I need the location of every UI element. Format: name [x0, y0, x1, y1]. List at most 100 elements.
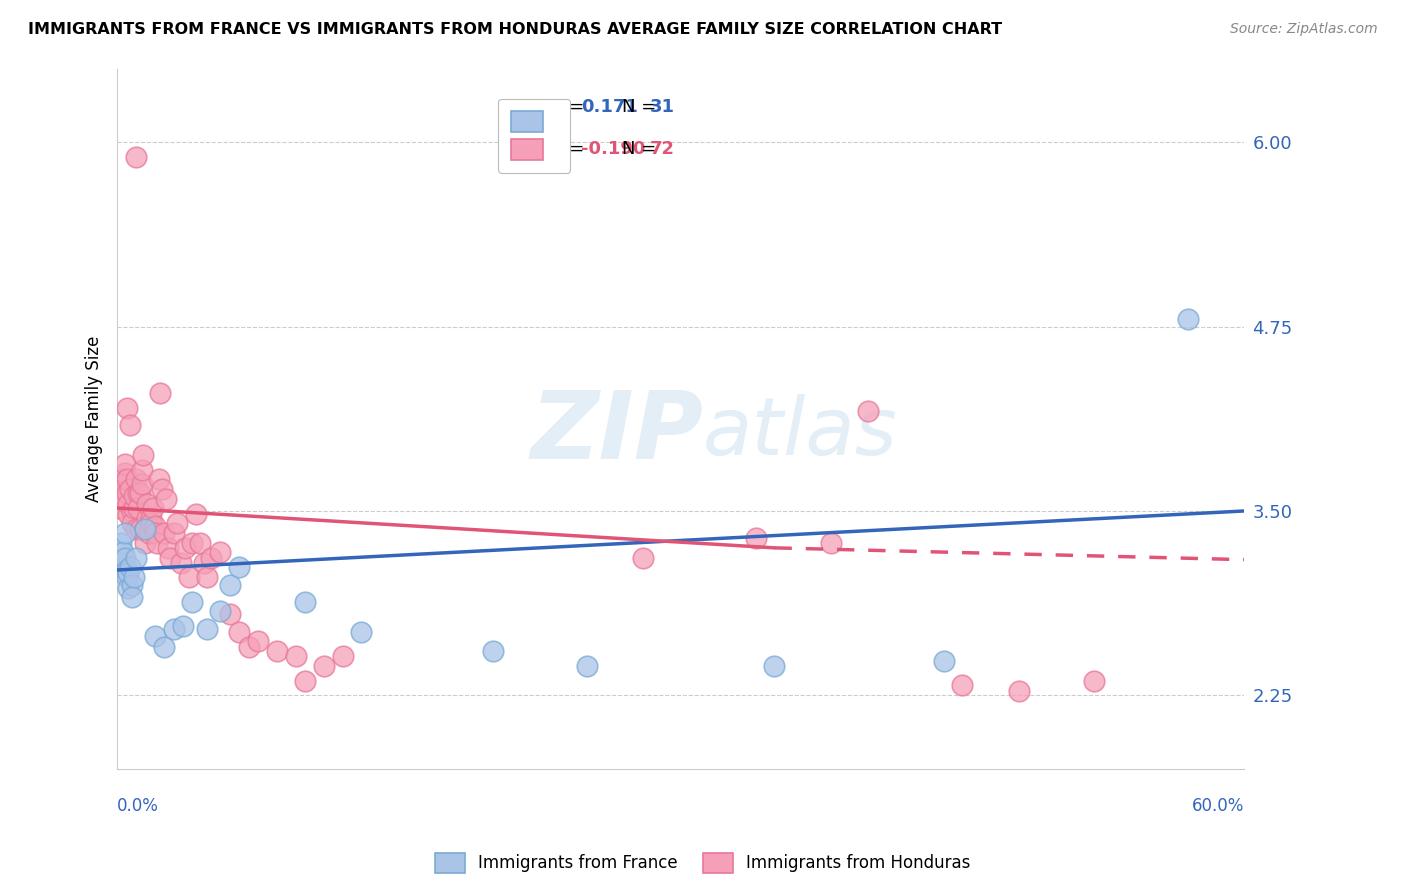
Point: [122, 570, 145, 584]
Point: [121, 516, 143, 530]
Point: [114, 526, 136, 541]
Point: [153, 526, 176, 541]
Text: R =: R =: [551, 140, 591, 158]
Point: [143, 526, 166, 541]
Point: [294, 595, 316, 609]
Point: [763, 658, 786, 673]
Point: [950, 678, 973, 692]
Point: [121, 578, 143, 592]
Point: [117, 566, 139, 580]
Point: [111, 545, 134, 559]
Point: [138, 526, 160, 541]
Point: [115, 401, 138, 415]
Point: [128, 522, 150, 536]
Point: [209, 545, 232, 559]
Point: [125, 471, 148, 485]
Point: [181, 536, 204, 550]
Point: [134, 536, 156, 550]
Point: [1177, 312, 1199, 326]
Point: [744, 531, 766, 545]
Point: [127, 486, 149, 500]
Point: [131, 463, 153, 477]
Point: [145, 536, 167, 550]
Text: -0.190: -0.190: [582, 140, 645, 158]
Point: [134, 522, 156, 536]
Point: [188, 536, 211, 550]
Point: [134, 522, 156, 536]
Point: [350, 624, 373, 639]
Point: [631, 551, 654, 566]
Point: [120, 482, 142, 496]
Point: [115, 471, 138, 485]
Text: 72: 72: [650, 140, 675, 158]
Point: [149, 386, 172, 401]
Point: [121, 590, 143, 604]
Point: [173, 541, 195, 555]
Point: [136, 497, 159, 511]
Point: [159, 551, 181, 566]
Point: [142, 501, 165, 516]
Point: [132, 448, 155, 462]
Point: [195, 570, 218, 584]
Point: [218, 578, 240, 592]
Point: [136, 511, 159, 525]
Text: N =: N =: [621, 98, 657, 116]
Legend: Immigrants from France, Immigrants from Honduras: Immigrants from France, Immigrants from …: [429, 847, 977, 880]
Point: [117, 581, 139, 595]
Point: [156, 541, 179, 555]
Y-axis label: Average Family Size: Average Family Size: [86, 335, 103, 502]
Point: [122, 489, 145, 503]
Point: [150, 482, 173, 496]
Text: R =: R =: [551, 98, 585, 116]
Text: IMMIGRANTS FROM FRANCE VS IMMIGRANTS FROM HONDURAS AVERAGE FAMILY SIZE CORRELATI: IMMIGRANTS FROM FRANCE VS IMMIGRANTS FRO…: [28, 22, 1002, 37]
Point: [143, 518, 166, 533]
Point: [481, 644, 503, 658]
Point: [153, 640, 176, 654]
Text: Source: ZipAtlas.com: Source: ZipAtlas.com: [1230, 22, 1378, 37]
Point: [228, 624, 250, 639]
Point: [148, 471, 170, 485]
Point: [122, 501, 145, 516]
Point: [139, 511, 162, 525]
Point: [117, 507, 139, 521]
Point: [1007, 684, 1029, 698]
Point: [125, 150, 148, 164]
Point: [218, 607, 240, 622]
Point: [200, 551, 222, 566]
Text: ZIP: ZIP: [530, 387, 703, 479]
Point: [332, 648, 354, 663]
Text: 31: 31: [650, 98, 675, 116]
Text: atlas: atlas: [703, 393, 898, 472]
Point: [170, 556, 193, 570]
Point: [111, 477, 134, 491]
Point: [114, 466, 136, 480]
Point: [172, 619, 194, 633]
Point: [166, 516, 188, 530]
Point: [111, 492, 134, 507]
Point: [115, 486, 138, 500]
Point: [110, 486, 132, 500]
Point: [238, 640, 260, 654]
Point: [575, 658, 598, 673]
Point: [228, 560, 250, 574]
Text: 0.171: 0.171: [582, 98, 638, 116]
Point: [266, 644, 288, 658]
Point: [108, 556, 131, 570]
Text: N =: N =: [621, 140, 657, 158]
Point: [155, 492, 177, 507]
Point: [312, 658, 335, 673]
Point: [177, 570, 200, 584]
Point: [181, 595, 204, 609]
Point: [117, 497, 139, 511]
Point: [115, 563, 138, 577]
Point: [1083, 673, 1105, 688]
Point: [858, 403, 880, 417]
Point: [143, 629, 166, 643]
Legend: , : ,: [498, 98, 571, 173]
Point: [932, 655, 955, 669]
Point: [128, 486, 150, 500]
Point: [294, 673, 316, 688]
Text: 0.0%: 0.0%: [117, 797, 159, 815]
Point: [193, 556, 215, 570]
Point: [139, 516, 162, 530]
